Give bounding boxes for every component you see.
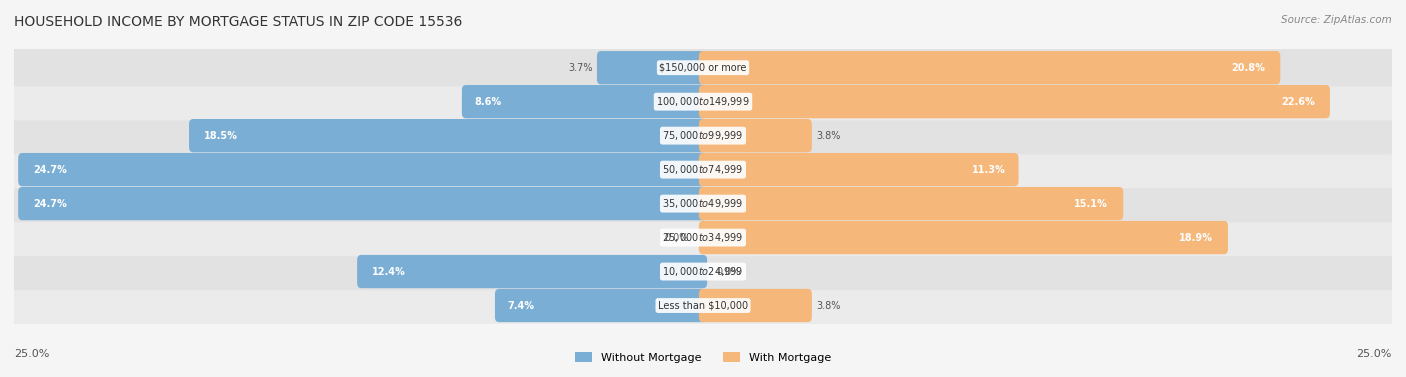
Legend: Without Mortgage, With Mortgage: Without Mortgage, With Mortgage (571, 348, 835, 368)
Text: 11.3%: 11.3% (973, 165, 1007, 175)
Text: 7.4%: 7.4% (508, 300, 534, 311)
FancyBboxPatch shape (13, 151, 1393, 188)
FancyBboxPatch shape (18, 153, 707, 186)
FancyBboxPatch shape (699, 119, 811, 152)
Text: HOUSEHOLD INCOME BY MORTGAGE STATUS IN ZIP CODE 15536: HOUSEHOLD INCOME BY MORTGAGE STATUS IN Z… (14, 15, 463, 29)
FancyBboxPatch shape (699, 221, 1227, 254)
Text: 20.8%: 20.8% (1232, 63, 1265, 73)
Text: $10,000 to $24,999: $10,000 to $24,999 (662, 265, 744, 278)
FancyBboxPatch shape (13, 219, 1393, 256)
Text: 18.9%: 18.9% (1180, 233, 1213, 242)
Text: $100,000 to $149,999: $100,000 to $149,999 (657, 95, 749, 108)
Text: $50,000 to $74,999: $50,000 to $74,999 (662, 163, 744, 176)
Text: 3.8%: 3.8% (815, 300, 841, 311)
Text: 3.7%: 3.7% (568, 63, 593, 73)
FancyBboxPatch shape (699, 51, 1281, 84)
FancyBboxPatch shape (495, 289, 707, 322)
FancyBboxPatch shape (13, 287, 1393, 324)
FancyBboxPatch shape (13, 185, 1393, 222)
Text: $75,000 to $99,999: $75,000 to $99,999 (662, 129, 744, 142)
FancyBboxPatch shape (461, 85, 707, 118)
Text: 24.7%: 24.7% (34, 165, 67, 175)
FancyBboxPatch shape (13, 117, 1393, 154)
Text: 25.0%: 25.0% (14, 349, 49, 359)
Text: 18.5%: 18.5% (204, 131, 238, 141)
Text: Source: ZipAtlas.com: Source: ZipAtlas.com (1281, 15, 1392, 25)
FancyBboxPatch shape (699, 153, 1018, 186)
FancyBboxPatch shape (699, 187, 1123, 220)
FancyBboxPatch shape (598, 51, 707, 84)
FancyBboxPatch shape (357, 255, 707, 288)
FancyBboxPatch shape (13, 83, 1393, 120)
Text: 22.6%: 22.6% (1281, 97, 1315, 107)
Text: 0.0%: 0.0% (665, 233, 689, 242)
FancyBboxPatch shape (13, 253, 1393, 290)
Text: 24.7%: 24.7% (34, 199, 67, 208)
FancyBboxPatch shape (699, 289, 811, 322)
Text: Less than $10,000: Less than $10,000 (658, 300, 748, 311)
FancyBboxPatch shape (18, 187, 707, 220)
FancyBboxPatch shape (188, 119, 707, 152)
Text: 25.0%: 25.0% (1357, 349, 1392, 359)
Text: 3.8%: 3.8% (815, 131, 841, 141)
Text: 0.0%: 0.0% (717, 267, 741, 277)
Text: 15.1%: 15.1% (1074, 199, 1108, 208)
Text: 8.6%: 8.6% (474, 97, 502, 107)
Text: 12.4%: 12.4% (373, 267, 406, 277)
FancyBboxPatch shape (699, 85, 1330, 118)
FancyBboxPatch shape (13, 49, 1393, 86)
Text: $35,000 to $49,999: $35,000 to $49,999 (662, 197, 744, 210)
Text: $150,000 or more: $150,000 or more (659, 63, 747, 73)
Text: $25,000 to $34,999: $25,000 to $34,999 (662, 231, 744, 244)
